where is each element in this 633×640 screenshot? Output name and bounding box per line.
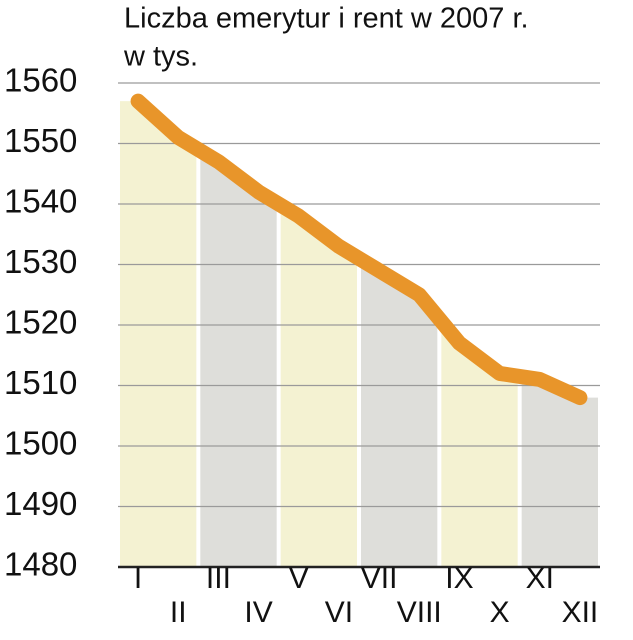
x-tick-label: X: [490, 596, 510, 629]
y-tick-label: 1530: [4, 243, 77, 280]
y-tick-label: 1540: [4, 183, 77, 220]
data-line: [130, 93, 588, 406]
band: [200, 101, 277, 567]
chart-title: Liczba emerytur i rent w 2007 r.: [124, 3, 529, 35]
x-tick-label: V: [289, 562, 309, 595]
band: [521, 101, 598, 567]
y-tick-label: 1510: [4, 364, 77, 401]
band: [280, 101, 357, 567]
band: [441, 101, 518, 567]
y-tick-label: 1550: [4, 122, 77, 159]
x-tick-label: VII: [361, 562, 398, 595]
band: [120, 101, 197, 567]
x-tick-label: II: [170, 596, 187, 629]
y-tick-label: 1520: [4, 304, 77, 341]
x-tick-label: I: [134, 562, 142, 595]
x-tick-label: XII: [562, 596, 599, 629]
x-tick-label: IV: [244, 596, 272, 629]
y-tick-label: 1560: [4, 62, 77, 99]
x-tick-label: XI: [526, 562, 554, 595]
x-tick-label: III: [206, 562, 231, 595]
y-tick-label: 1500: [4, 425, 77, 462]
x-tick-label: VIII: [397, 596, 442, 629]
y-tick-label: 1480: [4, 546, 77, 583]
x-tick-label: VI: [325, 596, 353, 629]
y-tick-label: 1490: [4, 485, 77, 522]
x-tick-label: IX: [445, 562, 473, 595]
chart-subtitle: w tys.: [123, 41, 198, 73]
band: [361, 101, 438, 567]
